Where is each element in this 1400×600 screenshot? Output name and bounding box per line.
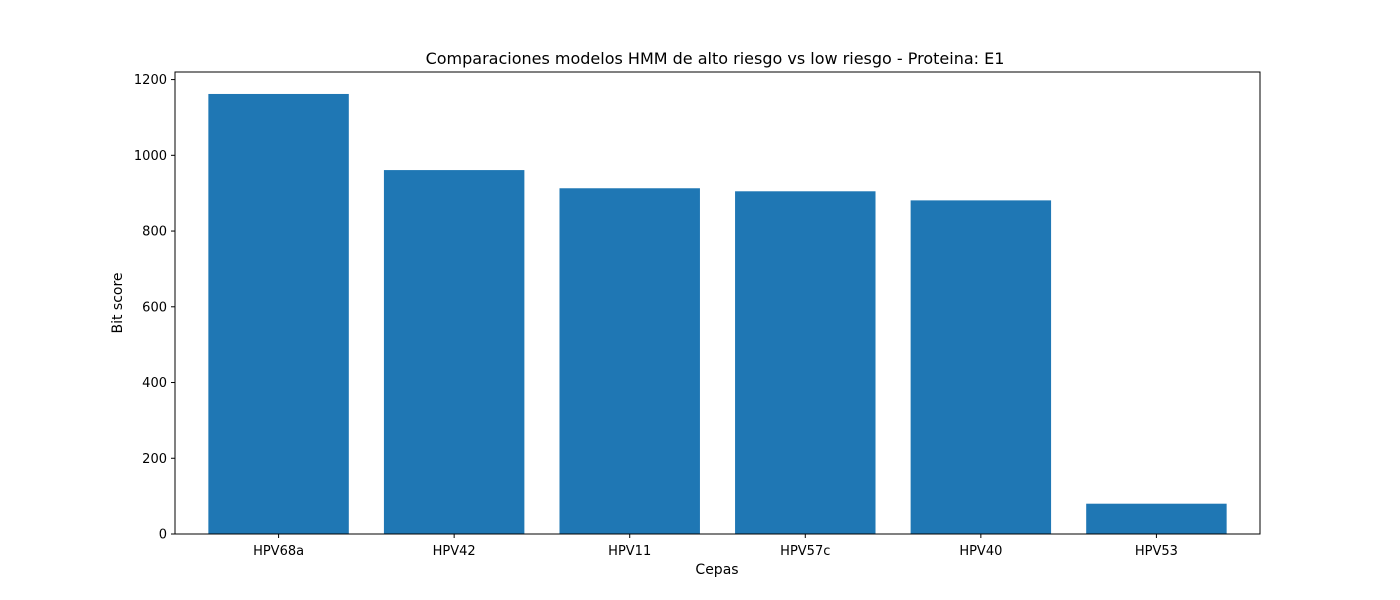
x-axis-label: Cepas (695, 562, 738, 578)
y-tick-label: 1000 (134, 149, 167, 164)
y-tick-label: 800 (142, 225, 167, 240)
x-tick-label: HPV68a (253, 544, 304, 559)
bar-hpv42 (383, 170, 525, 534)
x-tick-label: HPV42 (433, 544, 476, 559)
bar-hpv40 (910, 200, 1052, 534)
y-tick-label: 400 (142, 376, 167, 391)
axes-frame (174, 71, 1261, 535)
y-axis-label: Bit score (110, 272, 126, 333)
x-tick-label: HPV40 (959, 544, 1002, 559)
bar-hpv57c (735, 191, 876, 535)
x-tick-label: HPV57c (780, 544, 830, 559)
bar-hpv68a (208, 93, 349, 535)
x-tick-label: HPV11 (608, 544, 651, 559)
y-tick-label: 200 (142, 452, 167, 467)
x-axis-ticks: HPV68a HPV42 HPV11 HPV57c HPV40 HPV53 (253, 534, 1178, 559)
chart-title: Comparaciones modelos HMM de alto riesgo… (426, 49, 1005, 68)
y-tick-label: 0 (159, 528, 167, 543)
x-tick-label: HPV53 (1135, 544, 1178, 559)
bar-hpv11 (559, 188, 700, 534)
y-tick-label: 1200 (134, 73, 167, 88)
bars-group (208, 93, 1227, 535)
y-axis-ticks: 0 200 400 600 800 1000 1200 (134, 73, 175, 543)
bar-hpv53 (1086, 503, 1227, 534)
y-tick-label: 600 (142, 300, 167, 315)
